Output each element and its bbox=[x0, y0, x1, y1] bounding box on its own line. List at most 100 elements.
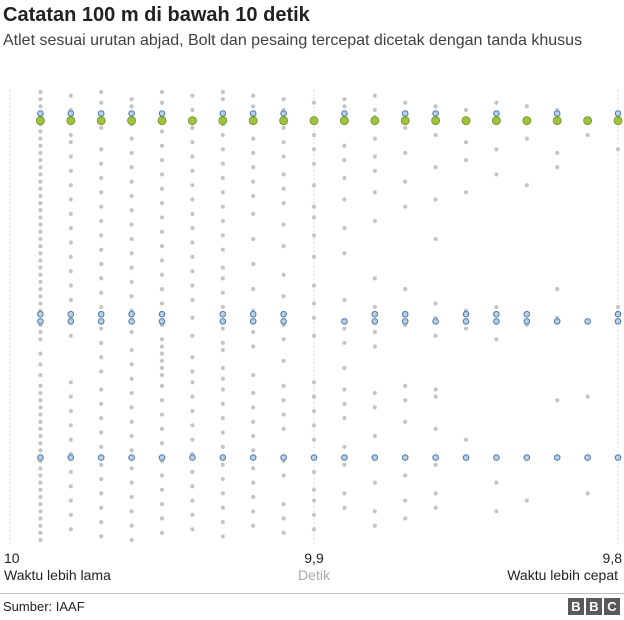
athlete-point bbox=[251, 390, 256, 396]
highlight-point bbox=[97, 110, 105, 117]
athlete-point bbox=[433, 197, 438, 202]
athlete-point bbox=[220, 247, 225, 252]
athlete-point bbox=[281, 294, 286, 299]
athlete-point bbox=[129, 222, 134, 227]
bolt-point bbox=[461, 116, 471, 126]
athlete-point bbox=[615, 304, 621, 310]
athlete-point bbox=[220, 326, 225, 331]
highlight-point bbox=[341, 318, 348, 325]
athlete-point bbox=[190, 333, 195, 338]
source-note: Sumber: IAAF bbox=[3, 599, 85, 614]
athlete-point bbox=[38, 398, 43, 403]
highlight-point bbox=[614, 110, 622, 117]
athlete-point bbox=[159, 344, 165, 349]
athlete-point bbox=[342, 143, 347, 148]
athlete-point bbox=[372, 480, 377, 485]
athlete-point bbox=[524, 183, 529, 188]
highlight-point bbox=[432, 454, 439, 461]
athlete-point bbox=[433, 426, 438, 431]
athlete-point bbox=[281, 140, 286, 145]
athlete-point bbox=[99, 476, 104, 482]
athlete-point bbox=[159, 215, 165, 220]
athlete-point bbox=[342, 340, 347, 345]
athlete-point bbox=[342, 104, 347, 109]
athlete-point bbox=[342, 297, 347, 302]
highlight-point bbox=[249, 110, 257, 117]
bolt-point bbox=[431, 116, 441, 126]
athlete-point bbox=[99, 340, 104, 345]
athlete-point bbox=[433, 387, 438, 392]
highlight-point bbox=[493, 454, 500, 461]
athlete-point bbox=[251, 236, 256, 242]
athlete-point bbox=[251, 494, 256, 500]
athlete-point bbox=[403, 204, 408, 209]
athlete-point bbox=[159, 373, 165, 378]
athlete-point bbox=[159, 365, 165, 371]
athlete-point bbox=[68, 380, 73, 385]
highlight-point bbox=[97, 454, 105, 461]
bolt-point bbox=[491, 116, 501, 126]
athlete-point bbox=[38, 244, 43, 249]
athlete-point bbox=[190, 168, 195, 173]
athlete-point bbox=[281, 516, 286, 521]
athlete-point bbox=[159, 129, 165, 134]
athlete-point bbox=[159, 201, 165, 206]
athlete-point bbox=[190, 226, 195, 231]
athlete-point bbox=[159, 337, 165, 342]
athlete-point bbox=[38, 383, 43, 388]
athlete-point bbox=[129, 376, 134, 381]
athlete-point bbox=[38, 143, 43, 148]
highlight-point bbox=[189, 454, 196, 461]
athlete-point bbox=[524, 498, 529, 503]
athlete-point bbox=[190, 512, 195, 518]
athlete-point bbox=[99, 355, 104, 360]
athlete-point bbox=[190, 211, 195, 216]
athlete-point bbox=[281, 154, 286, 159]
athlete-point bbox=[99, 387, 104, 392]
athlete-point bbox=[220, 365, 225, 371]
highlight-point bbox=[249, 310, 257, 318]
axis-note-faster: Waktu lebih cepat bbox=[507, 567, 618, 583]
athlete-point bbox=[159, 383, 165, 388]
athlete-point bbox=[403, 125, 408, 130]
athlete-point bbox=[220, 505, 225, 510]
athlete-point bbox=[372, 433, 377, 439]
athlete-point bbox=[129, 509, 134, 514]
athlete-point bbox=[190, 469, 195, 475]
athlete-point bbox=[494, 172, 499, 177]
athlete-point bbox=[311, 161, 317, 166]
athlete-point bbox=[38, 272, 43, 277]
athlete-point bbox=[190, 269, 195, 274]
athlete-point bbox=[342, 251, 347, 256]
athlete-point bbox=[220, 534, 225, 539]
athlete-point bbox=[342, 365, 347, 371]
athlete-point bbox=[68, 168, 73, 173]
athlete-point bbox=[220, 276, 225, 281]
athlete-point bbox=[311, 394, 317, 399]
highlight-point bbox=[67, 454, 75, 461]
athlete-point bbox=[311, 233, 317, 238]
highlight-point bbox=[493, 318, 500, 325]
athlete-point bbox=[129, 494, 134, 500]
athlete-point bbox=[615, 147, 621, 152]
athlete-point bbox=[38, 494, 43, 500]
athlete-point bbox=[220, 376, 225, 381]
athlete-point bbox=[494, 304, 499, 310]
athlete-point bbox=[38, 301, 43, 306]
athlete-point bbox=[372, 93, 377, 98]
athlete-point bbox=[159, 473, 165, 478]
athlete-point bbox=[311, 423, 317, 428]
athlete-point bbox=[585, 132, 590, 138]
bolt-point bbox=[613, 116, 623, 126]
athlete-point bbox=[68, 469, 73, 475]
highlight-point bbox=[614, 310, 622, 318]
athlete-point bbox=[403, 498, 408, 503]
athlete-point bbox=[403, 383, 408, 388]
athlete-point bbox=[251, 466, 256, 471]
athlete-point bbox=[311, 301, 317, 306]
highlight-point bbox=[97, 318, 105, 325]
athlete-point bbox=[372, 154, 377, 159]
athlete-point bbox=[68, 423, 73, 428]
athlete-point bbox=[311, 215, 317, 220]
highlight-point bbox=[158, 110, 166, 117]
